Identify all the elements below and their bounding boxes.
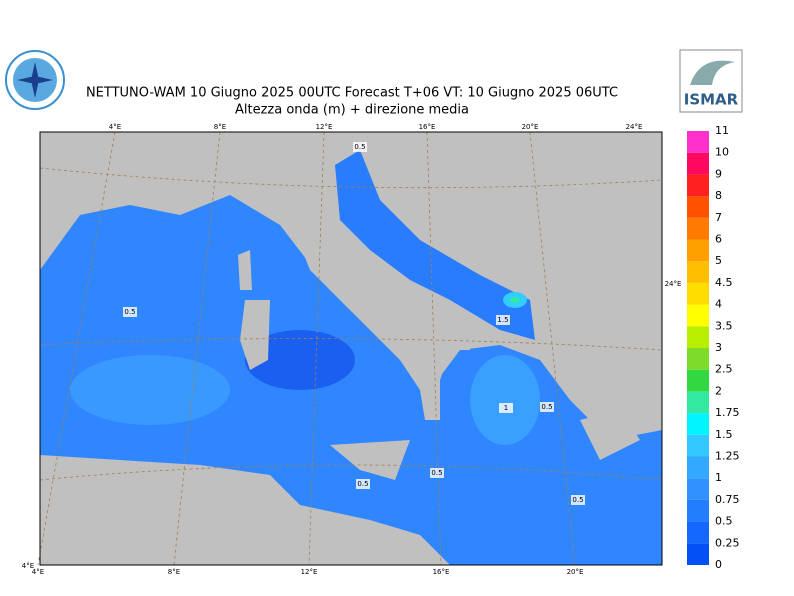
contour-label-bg bbox=[430, 468, 444, 478]
contour-label-bg bbox=[571, 495, 585, 505]
colorbar-swatch bbox=[687, 131, 709, 153]
colorbar-swatch bbox=[687, 369, 709, 392]
subtitle: Altezza onda (m) + direzione media bbox=[235, 103, 469, 118]
lon-label: 16°E bbox=[419, 123, 436, 131]
colorbar-swatch bbox=[687, 217, 709, 240]
colorbar-swatch bbox=[687, 304, 709, 327]
colorbar-swatch bbox=[687, 326, 709, 348]
contour-label: 0.5 bbox=[541, 403, 552, 411]
colorbar-label: 2.5 bbox=[715, 363, 733, 376]
colorbar-swatch bbox=[687, 348, 709, 370]
colorbar-label: 1.25 bbox=[715, 450, 740, 463]
contour-label-bg bbox=[499, 403, 513, 413]
colorbar-label: 0 bbox=[715, 558, 722, 571]
colorbar-label: 3.5 bbox=[715, 319, 733, 332]
colorbar-swatch bbox=[687, 521, 709, 544]
lon-label: 24°E bbox=[626, 123, 643, 131]
colorbar-label: 5 bbox=[715, 254, 722, 267]
colorbar-swatch bbox=[687, 413, 709, 435]
colorbar-label: 0.5 bbox=[715, 515, 733, 528]
title: NETTUNO-WAM 10 Giugno 2025 00UTC Forecas… bbox=[86, 86, 618, 101]
colorbar-swatch bbox=[687, 174, 709, 197]
contour-label: 0.5 bbox=[572, 496, 583, 504]
lon-label: 4°E bbox=[32, 568, 44, 576]
colorbar-label: 1.5 bbox=[715, 428, 733, 441]
lon-label: 20°E bbox=[567, 568, 584, 576]
contour-label-bg bbox=[123, 307, 137, 317]
colorbar-swatch bbox=[687, 499, 709, 522]
contour-label: 1 bbox=[504, 404, 508, 412]
contour-label-bg bbox=[496, 315, 510, 325]
colorbar-swatch bbox=[687, 239, 709, 262]
colorbar-label: 4 bbox=[715, 298, 722, 311]
lon-label: 12°E bbox=[301, 568, 318, 576]
colorbar-swatch bbox=[687, 152, 709, 175]
right-logo: ISMAR bbox=[679, 49, 743, 113]
contour-label: 1.5 bbox=[497, 316, 508, 324]
lon-label: 16°E bbox=[433, 568, 450, 576]
lon-label: 8°E bbox=[168, 568, 180, 576]
colorbar-swatch bbox=[687, 261, 709, 283]
colorbar-label: 2 bbox=[715, 384, 722, 397]
contour-label-bg bbox=[356, 479, 370, 489]
contour-label: 0.5 bbox=[357, 480, 368, 488]
colorbar-label: 7 bbox=[715, 211, 722, 224]
colorbar-swatch bbox=[687, 543, 709, 565]
colorbar-label: 6 bbox=[715, 233, 722, 246]
lon-label: 12°E bbox=[316, 123, 333, 131]
colorbar-swatch bbox=[687, 456, 709, 479]
contour-label: 0.5 bbox=[124, 308, 135, 316]
contour-label: 0.5 bbox=[431, 469, 442, 477]
colorbar-label: 3 bbox=[715, 341, 722, 354]
lon-label: 4°E bbox=[109, 123, 121, 131]
colorbar-swatch bbox=[687, 391, 709, 414]
contour-label-bg bbox=[540, 402, 554, 412]
colorbar-label: 11 bbox=[715, 124, 729, 137]
contour-label: 0.5 bbox=[354, 143, 365, 151]
map bbox=[37, 131, 663, 566]
colorbar-label: 1.75 bbox=[715, 406, 740, 419]
colorbar-label: 0.75 bbox=[715, 493, 740, 506]
lon-label: 8°E bbox=[214, 123, 226, 131]
contour-label-bg bbox=[353, 142, 367, 152]
colorbar-label: 8 bbox=[715, 189, 722, 202]
colorbar-label: 1 bbox=[715, 471, 722, 484]
colorbar-swatch bbox=[687, 282, 709, 305]
colorbar-label: 4.5 bbox=[715, 276, 733, 289]
colorbar-swatch bbox=[687, 434, 709, 457]
colorbar-label: 10 bbox=[715, 146, 729, 159]
colorbar-label: 9 bbox=[715, 167, 722, 180]
logo-text: ISMAR bbox=[684, 91, 739, 109]
left-logo bbox=[5, 50, 65, 110]
colorbar-label: 0.25 bbox=[715, 536, 740, 549]
colorbar-swatch bbox=[687, 478, 709, 500]
lat-label: 4°E bbox=[22, 562, 34, 570]
lon-label: 20°E bbox=[522, 123, 539, 131]
colorbar-swatch bbox=[687, 196, 709, 218]
lat-label: 24°E bbox=[665, 280, 682, 288]
